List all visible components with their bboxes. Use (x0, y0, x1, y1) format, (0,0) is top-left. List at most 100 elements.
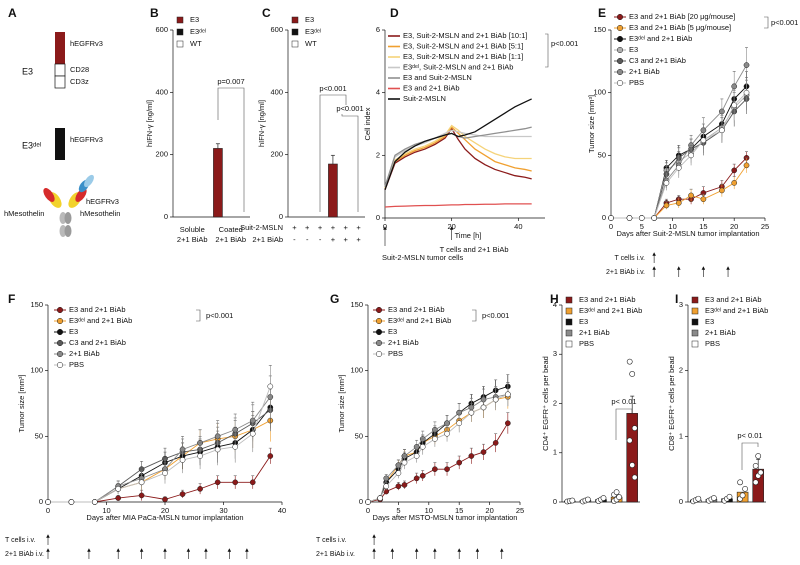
legend-label: E3ᵈᵉˡ, Suit-2-MSLN and 2+1 BiAb (403, 62, 513, 71)
legend-marker (616, 57, 624, 65)
domain (54, 63, 66, 77)
x-tick-label: 2+1 BiAb (215, 235, 246, 244)
data-point (629, 371, 636, 377)
legend-swatch (176, 28, 184, 36)
fab (84, 174, 94, 188)
legend-label: C3 and 2+1 BiAb (69, 338, 126, 347)
bracket (196, 309, 201, 322)
x-tick-label: 30 (219, 506, 227, 515)
x-tick-label: 10 (102, 506, 110, 515)
legend-marker (616, 79, 624, 87)
marker (468, 409, 475, 416)
legend-label: E3 and 2+1 BiAb [5 μg/mouse] (629, 23, 731, 32)
data-point (585, 496, 591, 503)
bracket (217, 87, 245, 212)
marker (395, 462, 402, 469)
legend-swatch (691, 307, 699, 315)
construct-name: E3 (22, 66, 33, 76)
y-tick-label: 1 (679, 431, 683, 440)
bracket (764, 16, 769, 29)
legend-label: E3ᵈᵉˡ and 2+1 BiAb (579, 306, 642, 315)
annotation: p<0.001 (551, 39, 578, 48)
bracket (341, 114, 359, 212)
table-cell: + (305, 223, 310, 232)
antibody-label: hMesothelin (4, 209, 44, 218)
legend-marker (56, 350, 64, 358)
domain (55, 128, 65, 160)
fc (59, 212, 67, 224)
panel-label: D (390, 6, 399, 20)
legend-label: E3 and 2+1 BiAb (388, 305, 445, 314)
marker (413, 475, 420, 482)
bracket (545, 33, 549, 68)
y-tick-label: 2 (679, 366, 683, 375)
marker (492, 396, 499, 403)
series-line (48, 386, 271, 503)
marker (138, 492, 145, 499)
y-tick-label: 0 (602, 213, 606, 222)
y-tick-label: 50 (355, 431, 363, 440)
data-point (726, 493, 733, 500)
event-label: Suit-2-MSLN tumor cells (382, 253, 464, 262)
legend-label: 2+1 BiAb (579, 328, 610, 337)
marker (432, 436, 438, 442)
series-line (384, 126, 532, 189)
data-point (626, 437, 633, 444)
legend-label: PBS (629, 78, 644, 87)
table-cell: - (306, 235, 309, 244)
series-line (611, 64, 747, 219)
legend-swatch (691, 296, 699, 304)
legend-swatch (291, 40, 299, 48)
y-axis-label: Tumor size [mm³] (337, 374, 346, 432)
legend-label: E3 and 2+1 BiAb [20 μg/mouse] (629, 12, 735, 21)
x-tick-label: 40 (278, 506, 286, 515)
bracket (472, 309, 477, 322)
y-tick-label: 2 (376, 150, 380, 159)
data-point (629, 462, 636, 468)
legend-label: PBS (69, 360, 84, 369)
panel-label: I (675, 292, 678, 306)
y-tick-label: 600 (155, 25, 168, 34)
panel-label: E (598, 6, 606, 20)
marker (700, 137, 707, 144)
x-axis-label: Days after Suit-2-MSLN tumor implantatio… (617, 229, 760, 238)
marker (700, 196, 707, 203)
legend-label: E3 (305, 15, 314, 24)
legend-label: PBS (579, 339, 594, 348)
y-tick-label: 0 (279, 212, 283, 221)
panel-label: C (262, 6, 271, 20)
marker (444, 466, 450, 473)
series-line (367, 385, 508, 503)
y-tick-label: 3 (553, 349, 557, 358)
marker (504, 420, 511, 427)
treatment-label: 2+1 BiAb i.v. (5, 551, 44, 558)
legend-label: E3ᵈᵉˡ (305, 27, 321, 36)
table-cell: + (344, 223, 349, 232)
domain-label: CD3z (70, 77, 89, 86)
table-cell: + (331, 223, 336, 232)
table-cell: + (344, 235, 349, 244)
marker (444, 420, 450, 427)
legend-label: E3ᵈᵉˡ and 2+1 BiAb (629, 34, 692, 43)
fc (64, 212, 72, 224)
data-point (631, 474, 638, 481)
y-axis-label: CD8⁺ EGFR⁺ cells per bead (667, 356, 676, 451)
marker (492, 440, 499, 446)
legend-label: 2+1 BiAb (388, 338, 419, 347)
legend-swatch (565, 307, 573, 315)
legend-swatch (565, 329, 573, 337)
panel-label: A (8, 6, 17, 20)
marker (468, 453, 475, 459)
legend-marker (375, 339, 383, 347)
marker (651, 215, 657, 221)
y-axis-label: hIFN-γ [ng/ml] (145, 100, 154, 147)
legend-label: E3ᵈᵉˡ and 2+1 BiAb (69, 316, 132, 325)
marker (383, 475, 390, 482)
legend-label: WT (305, 39, 317, 48)
series-line (48, 455, 271, 503)
y-tick-label: 0 (39, 497, 43, 506)
marker (413, 443, 420, 450)
annotation: p<0.001 (336, 104, 363, 113)
y-tick-label: 0 (164, 212, 168, 221)
